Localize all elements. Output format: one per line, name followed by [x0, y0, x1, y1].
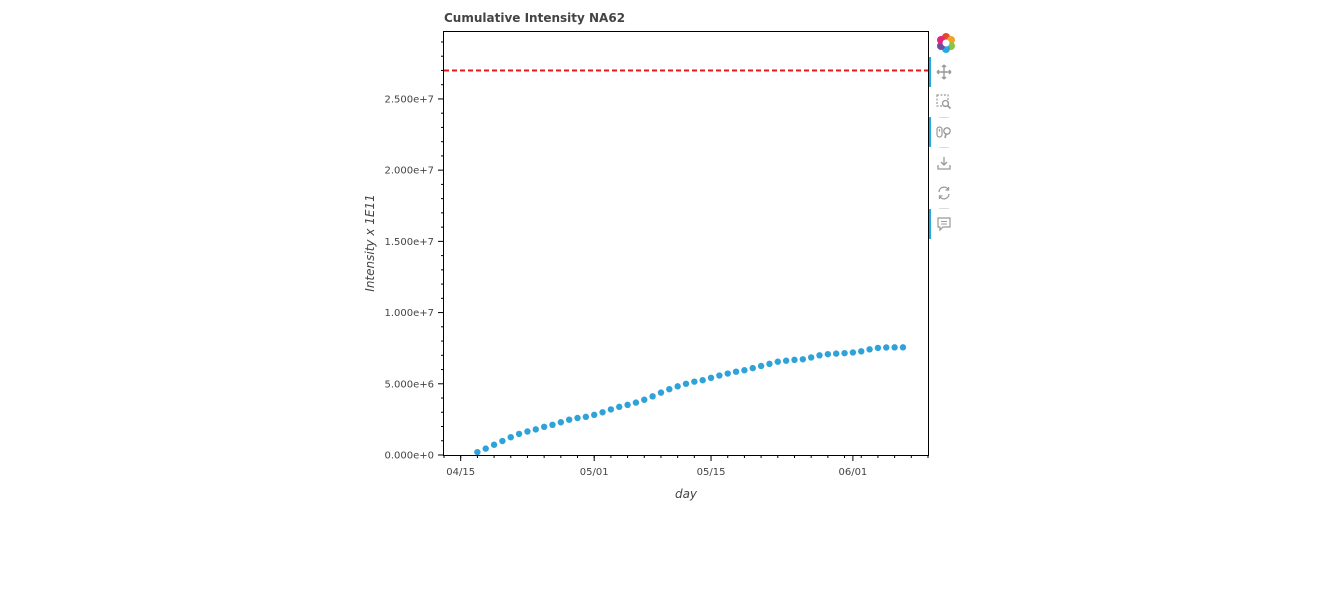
- data-point: [616, 403, 623, 411]
- data-point: [591, 411, 598, 419]
- data-point: [632, 399, 640, 406]
- pan-tool-button[interactable]: [929, 57, 959, 87]
- reset-tool-button[interactable]: [929, 178, 959, 208]
- x-axis: 04/15 05/01 05/15 06/01: [443, 455, 929, 478]
- x-tick-label: 06/01: [838, 467, 867, 478]
- data-point: [524, 428, 531, 435]
- data-point: [707, 374, 715, 382]
- y-tick-label: 1.500e+7: [384, 237, 434, 248]
- box-zoom-icon: [936, 94, 952, 110]
- data-point: [532, 426, 539, 433]
- y-tick-label: 1.000e+7: [384, 308, 434, 319]
- data-point: [482, 445, 489, 452]
- data-point: [791, 356, 798, 364]
- data-point: [515, 430, 523, 438]
- data-point: [599, 409, 606, 416]
- data-point: [749, 364, 756, 372]
- hover-tool-button[interactable]: [929, 209, 959, 239]
- y-tick-label: 0.000e+0: [384, 451, 434, 462]
- hover-icon: [937, 217, 951, 232]
- data-point: [499, 437, 506, 445]
- data-point: [824, 350, 832, 358]
- chart-toolbar: [929, 29, 959, 244]
- toolbar-separator: [939, 117, 949, 118]
- y-axis-label: Intensity x 1E11: [363, 194, 377, 291]
- data-point: [607, 406, 615, 413]
- y-tick-label: 2.500e+7: [384, 94, 434, 105]
- data-point: [691, 378, 698, 385]
- y-tick-label: 5.000e+6: [384, 379, 434, 390]
- bokeh-logo-button[interactable]: [929, 26, 959, 56]
- reset-icon: [938, 186, 950, 200]
- data-point: [757, 362, 765, 370]
- data-point: [732, 368, 740, 375]
- wheel-zoom-icon: [936, 126, 951, 139]
- x-tick-label: 05/01: [580, 467, 609, 478]
- save-icon: [937, 157, 951, 170]
- data-point: [799, 356, 807, 363]
- box-zoom-tool-button[interactable]: [929, 87, 959, 117]
- data-point: [641, 396, 648, 403]
- data-point: [774, 358, 781, 365]
- pan-icon: [936, 64, 952, 80]
- data-point: [565, 416, 573, 423]
- plot-area[interactable]: [443, 31, 929, 456]
- scatter-points-layer: [474, 344, 907, 456]
- data-point: [582, 413, 590, 421]
- wheel-zoom-tool-button[interactable]: [929, 117, 959, 147]
- data-point: [816, 352, 823, 359]
- data-point: [624, 401, 631, 409]
- data-point: [883, 344, 890, 351]
- data-point: [674, 383, 681, 390]
- data-point: [507, 433, 514, 441]
- data-point: [766, 360, 773, 368]
- data-point: [891, 344, 898, 351]
- data-point: [858, 348, 865, 355]
- data-point: [649, 393, 656, 400]
- data-point: [657, 389, 665, 396]
- data-point: [866, 346, 873, 353]
- chart-title: Cumulative Intensity NA62: [444, 11, 625, 25]
- data-point: [899, 344, 907, 351]
- data-point: [716, 372, 723, 379]
- data-point: [474, 448, 481, 456]
- data-point: [540, 423, 548, 430]
- data-point: [782, 357, 790, 364]
- data-point: [849, 349, 857, 356]
- data-point: [833, 350, 840, 357]
- data-point: [490, 441, 498, 448]
- x-tick-label: 04/15: [446, 467, 475, 478]
- data-point: [841, 349, 848, 357]
- data-point: [874, 344, 882, 352]
- data-point: [549, 421, 556, 429]
- data-point: [807, 354, 815, 361]
- data-point: [574, 414, 581, 422]
- y-axis: 0.000e+0 5.000e+6 1.000e+7 1.500e+7 2.000e+7…: [384, 41, 444, 462]
- bokeh-logo-icon: [937, 33, 955, 53]
- save-tool-button[interactable]: [929, 148, 959, 178]
- x-axis-label: day: [675, 487, 698, 501]
- data-point: [682, 380, 690, 387]
- x-tick-label: 05/15: [697, 467, 726, 478]
- y-tick-label: 2.000e+7: [384, 166, 434, 177]
- toolbar-separator: [939, 208, 949, 209]
- data-point: [724, 370, 731, 377]
- data-point: [699, 377, 706, 384]
- toolbar-separator: [939, 147, 949, 148]
- data-point: [557, 419, 565, 426]
- data-point: [741, 367, 748, 374]
- data-point: [666, 386, 673, 393]
